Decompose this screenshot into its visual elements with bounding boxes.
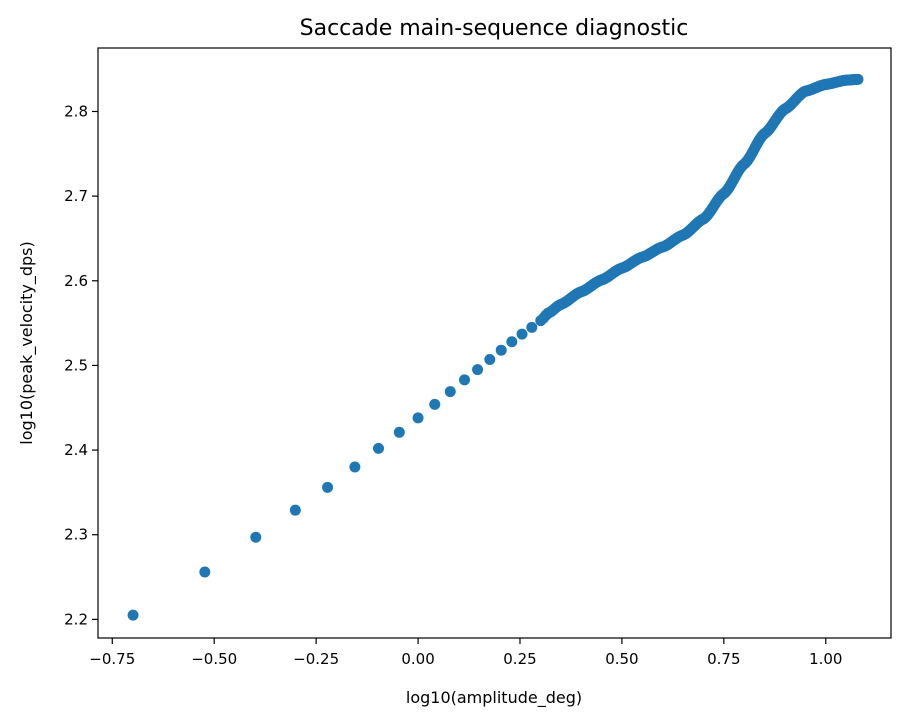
y-tick-label: 2.5 bbox=[64, 356, 88, 374]
data-point bbox=[472, 364, 484, 376]
data-point bbox=[322, 481, 334, 493]
y-tick-label: 2.6 bbox=[64, 272, 88, 290]
data-point bbox=[373, 442, 385, 454]
y-tick-label: 2.8 bbox=[64, 102, 88, 120]
data-point bbox=[393, 426, 405, 438]
x-axis: −0.75 −0.50 −0.25 0.00 0.25 0.50 0.75 1.00 bbox=[89, 638, 842, 668]
x-tick-label: −0.25 bbox=[293, 650, 339, 668]
data-points bbox=[127, 73, 864, 621]
y-axis: 2.2 2.3 2.4 2.5 2.6 2.7 2.8 bbox=[64, 102, 98, 628]
x-tick-label: −0.75 bbox=[89, 650, 135, 668]
data-point bbox=[852, 73, 864, 85]
data-point bbox=[289, 504, 301, 516]
x-axis-label: log10(amplitude_deg) bbox=[406, 688, 582, 708]
data-point bbox=[250, 531, 262, 543]
data-point bbox=[526, 321, 538, 333]
plot-frame bbox=[97, 47, 892, 639]
data-point bbox=[199, 566, 211, 578]
data-point bbox=[127, 609, 139, 621]
data-point bbox=[412, 412, 424, 424]
data-point bbox=[484, 354, 496, 366]
data-point bbox=[459, 374, 471, 386]
data-point bbox=[506, 336, 518, 348]
x-tick-label: 1.00 bbox=[809, 650, 842, 668]
x-tick-label: 0.75 bbox=[707, 650, 740, 668]
x-tick-label: 0.00 bbox=[401, 650, 434, 668]
data-point bbox=[349, 461, 361, 473]
x-tick-label: 0.25 bbox=[503, 650, 536, 668]
data-point bbox=[444, 386, 456, 398]
y-tick-label: 2.3 bbox=[64, 526, 88, 544]
data-point bbox=[516, 328, 528, 340]
y-axis-label: log10(peak_velocity_dps) bbox=[17, 241, 37, 444]
data-point bbox=[495, 344, 507, 356]
chart-title: Saccade main-sequence diagnostic bbox=[300, 16, 689, 41]
y-tick-label: 2.4 bbox=[64, 441, 88, 459]
data-point bbox=[429, 398, 441, 410]
x-tick-label: 0.50 bbox=[605, 650, 638, 668]
x-tick-label: −0.50 bbox=[191, 650, 237, 668]
y-tick-label: 2.7 bbox=[64, 187, 88, 205]
y-tick-label: 2.2 bbox=[64, 610, 88, 628]
